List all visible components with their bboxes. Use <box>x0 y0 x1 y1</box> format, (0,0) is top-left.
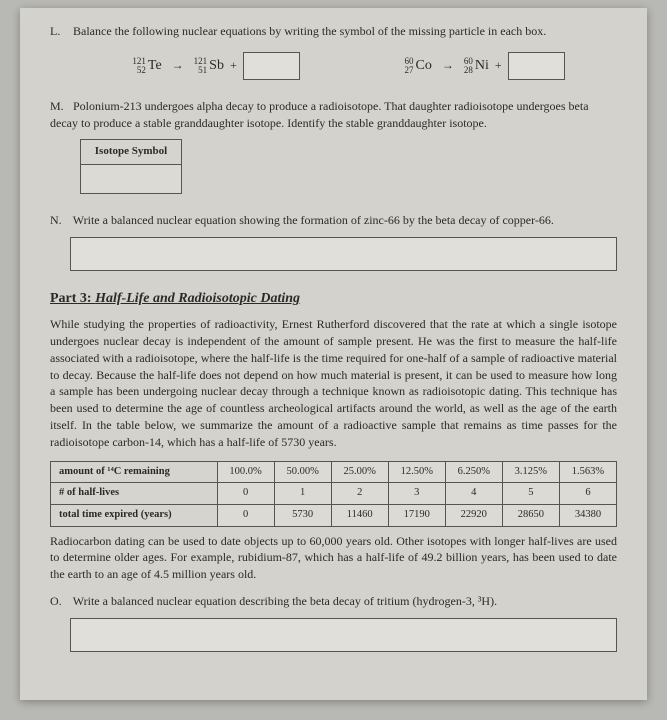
row-label: # of half-lives <box>51 483 218 505</box>
question-m-prompt: Polonium-213 undergoes alpha decay to pr… <box>50 99 589 130</box>
question-n: N. Write a balanced nuclear equation sho… <box>50 212 617 271</box>
equation-row: 121 52 Te → 121 51 Sb + <box>80 52 617 80</box>
question-label: N. <box>50 212 70 229</box>
row-label: amount of ¹⁴C remaining <box>51 461 218 483</box>
answer-box-long[interactable] <box>70 237 617 271</box>
answer-box[interactable] <box>243 52 300 80</box>
table-row: amount of ¹⁴C remaining 100.0% 50.00% 25… <box>51 461 617 483</box>
arrow-icon: → <box>172 57 184 74</box>
question-n-prompt: Write a balanced nuclear equation showin… <box>73 213 554 227</box>
question-l-prompt: Balance the following nuclear equations … <box>73 24 546 38</box>
question-label: M. <box>50 98 70 115</box>
isotope-notation: 60 28 <box>464 57 473 75</box>
row-label: total time expired (years) <box>51 504 218 526</box>
table-row: total time expired (years) 0 5730 11460 … <box>51 504 617 526</box>
table-header: Isotope Symbol <box>81 140 182 164</box>
isotope-notation: 121 51 <box>194 57 208 75</box>
answer-cell[interactable] <box>81 164 182 193</box>
arrow-icon: → <box>442 57 454 74</box>
table-row: # of half-lives 0 1 2 3 4 5 6 <box>51 483 617 505</box>
worksheet-page: L. Balance the following nuclear equatio… <box>20 8 647 700</box>
part-3-body: While studying the properties of radioac… <box>50 316 617 450</box>
question-label: L. <box>50 23 70 40</box>
question-o-prompt: Write a balanced nuclear equation descri… <box>73 594 497 608</box>
question-o: O. Write a balanced nuclear equation des… <box>50 593 617 652</box>
part-3-body2: Radiocarbon dating can be used to date o… <box>50 533 617 583</box>
isotope-notation: 60 27 <box>405 57 414 75</box>
answer-box-long[interactable] <box>70 618 617 652</box>
isotope-notation: 121 52 <box>132 57 146 75</box>
question-l: L. Balance the following nuclear equatio… <box>50 23 617 80</box>
equation-1: 121 52 Te → 121 51 Sb + <box>132 52 299 80</box>
isotope-symbol-table: Isotope Symbol <box>80 139 182 193</box>
answer-box[interactable] <box>508 52 565 80</box>
question-m: M. Polonium-213 undergoes alpha decay to… <box>50 98 617 194</box>
question-label: O. <box>50 593 70 610</box>
half-life-table: amount of ¹⁴C remaining 100.0% 50.00% 25… <box>50 461 617 527</box>
part-3-header: Part 3: Half-Life and Radioisotopic Dati… <box>50 289 617 309</box>
equation-2: 60 27 Co → 60 28 Ni + <box>405 52 565 80</box>
